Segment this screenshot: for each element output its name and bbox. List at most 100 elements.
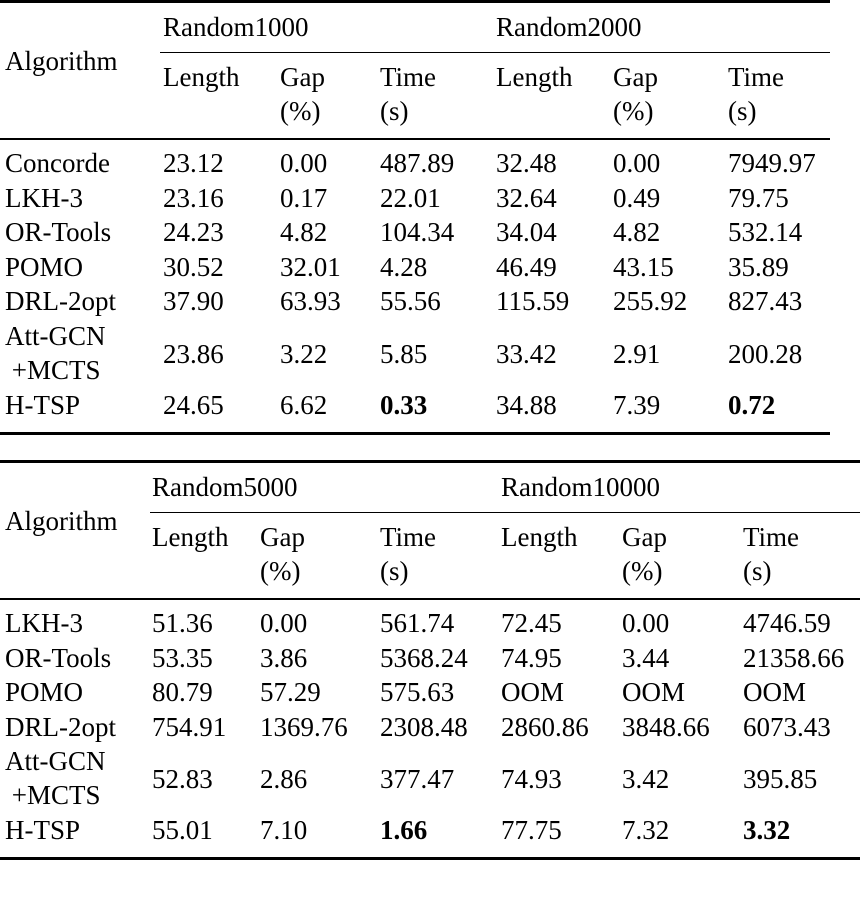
group-header: Random5000 xyxy=(152,472,298,502)
algorithm-name: POMO xyxy=(5,677,84,708)
table-cell: 754.91 xyxy=(152,711,227,742)
column-header: Length xyxy=(501,522,578,552)
table-rule xyxy=(150,512,860,513)
table-cell: 0.00 xyxy=(613,148,661,178)
table-cell: 3.32 xyxy=(743,815,791,846)
table-cell: 77.75 xyxy=(501,815,562,846)
table-cell: 32.64 xyxy=(496,182,557,213)
table-cell: 43.15 xyxy=(613,251,674,282)
table-cell: 2.86 xyxy=(260,763,308,794)
table-cell: 37.90 xyxy=(163,286,224,317)
table-cell: 255.92 xyxy=(613,286,688,317)
results-table: Algorithm Random1000 Random2000 Length Gap (%… xyxy=(0,0,863,440)
table-cell: 104.34 xyxy=(380,217,455,248)
table-cell: 115.59 xyxy=(496,286,570,317)
table-cell: 2308.48 xyxy=(380,711,468,742)
table-cell: 80.79 xyxy=(152,677,213,708)
table-cell: 5368.24 xyxy=(380,642,468,673)
table-cell: 7949.97 xyxy=(728,148,816,178)
table-cell: 22.01 xyxy=(380,182,441,213)
table-cell: 200.28 xyxy=(728,338,803,369)
table-cell: 7.32 xyxy=(622,815,670,846)
table-cell: 46.49 xyxy=(496,251,557,282)
table-cell: 4.28 xyxy=(380,251,428,282)
column-header: (s) xyxy=(380,96,409,126)
column-header: (%) xyxy=(613,96,654,126)
table-cell: 561.74 xyxy=(380,608,455,638)
table-cell: 6073.43 xyxy=(743,711,831,742)
table-cell: 63.93 xyxy=(280,286,341,317)
table-cell: 2860.86 xyxy=(501,711,589,742)
table-cell: 4.82 xyxy=(613,217,661,248)
algorithm-name: +MCTS xyxy=(5,780,101,811)
table-cell: 33.42 xyxy=(496,338,557,369)
table-cell: 24.23 xyxy=(163,217,224,248)
table-cell: 57.29 xyxy=(260,677,321,708)
table-cell: 23.16 xyxy=(163,182,224,213)
column-header: Time xyxy=(380,522,437,552)
table-cell: 1369.76 xyxy=(260,711,348,742)
table-cell: 72.45 xyxy=(501,608,562,638)
table-cell: 74.93 xyxy=(501,763,562,794)
column-header: Length xyxy=(152,522,229,552)
table-cell: 55.01 xyxy=(152,815,213,846)
table-cell: OOM xyxy=(501,677,565,708)
column-header: Gap xyxy=(280,62,325,92)
table-cell: 74.95 xyxy=(501,642,562,673)
results-table: Algorithm Random5000 Random10000 Length Gap (… xyxy=(0,460,863,900)
table-rule xyxy=(0,598,860,600)
table-cell: OOM xyxy=(743,677,807,708)
algorithm-name: Att-GCN xyxy=(5,746,106,777)
table-cell: 0.33 xyxy=(380,390,428,420)
algorithm-name: H-TSP xyxy=(5,390,81,420)
column-header: Gap xyxy=(613,62,658,92)
column-header: (%) xyxy=(622,556,663,586)
table-cell: 30.52 xyxy=(163,251,224,282)
table-cell: 3.86 xyxy=(260,642,308,673)
table-cell: 21358.66 xyxy=(743,642,845,673)
table-cell: 4.82 xyxy=(280,217,328,248)
table-cell: 827.43 xyxy=(728,286,803,317)
table-cell: 23.86 xyxy=(163,338,224,369)
algorithm-name: LKH-3 xyxy=(5,182,83,213)
table-cell: 532.14 xyxy=(728,217,803,248)
table-rule xyxy=(0,857,860,860)
table-cell: 1.66 xyxy=(380,815,428,846)
algorithm-name: OR-Tools xyxy=(5,642,112,673)
column-header: (s) xyxy=(728,96,757,126)
table-rule xyxy=(0,0,830,3)
column-header: (s) xyxy=(743,556,772,586)
algorithm-name: DRL-2opt xyxy=(5,711,116,742)
column-header: Time xyxy=(743,522,800,552)
table-cell: 0.72 xyxy=(728,390,776,420)
table-cell: 79.75 xyxy=(728,182,789,213)
table-cell: 6.62 xyxy=(280,390,328,420)
table-cell: 2.91 xyxy=(613,338,661,369)
table-cell: 0.00 xyxy=(260,608,308,638)
column-header: Length xyxy=(163,62,240,92)
table-rule xyxy=(0,138,830,140)
group-header: Random1000 xyxy=(163,12,309,42)
algorithm-name: DRL-2opt xyxy=(5,286,116,317)
column-header: (%) xyxy=(260,556,301,586)
table-cell: 23.12 xyxy=(163,148,224,178)
table-cell: 377.47 xyxy=(380,763,455,794)
algorithm-name: +MCTS xyxy=(5,355,101,385)
column-header: Length xyxy=(496,62,573,92)
algorithm-name: H-TSP xyxy=(5,815,81,846)
algorithm-name: Att-GCN xyxy=(5,321,106,351)
table-cell: 55.56 xyxy=(380,286,441,317)
table-cell: 51.36 xyxy=(152,608,213,638)
table-cell: OOM xyxy=(622,677,686,708)
table-cell: 34.04 xyxy=(496,217,557,248)
table-cell: 0.00 xyxy=(622,608,670,638)
table-cell: 32.48 xyxy=(496,148,557,178)
algorithm-name: OR-Tools xyxy=(5,217,112,248)
table-cell: 52.83 xyxy=(152,763,213,794)
table-cell: 395.85 xyxy=(743,763,818,794)
table-cell: 3.44 xyxy=(622,642,670,673)
table-cell: 32.01 xyxy=(280,251,341,282)
column-header: Gap xyxy=(622,522,667,552)
table-cell: 0.17 xyxy=(280,182,328,213)
table-cell: 3.22 xyxy=(280,338,328,369)
